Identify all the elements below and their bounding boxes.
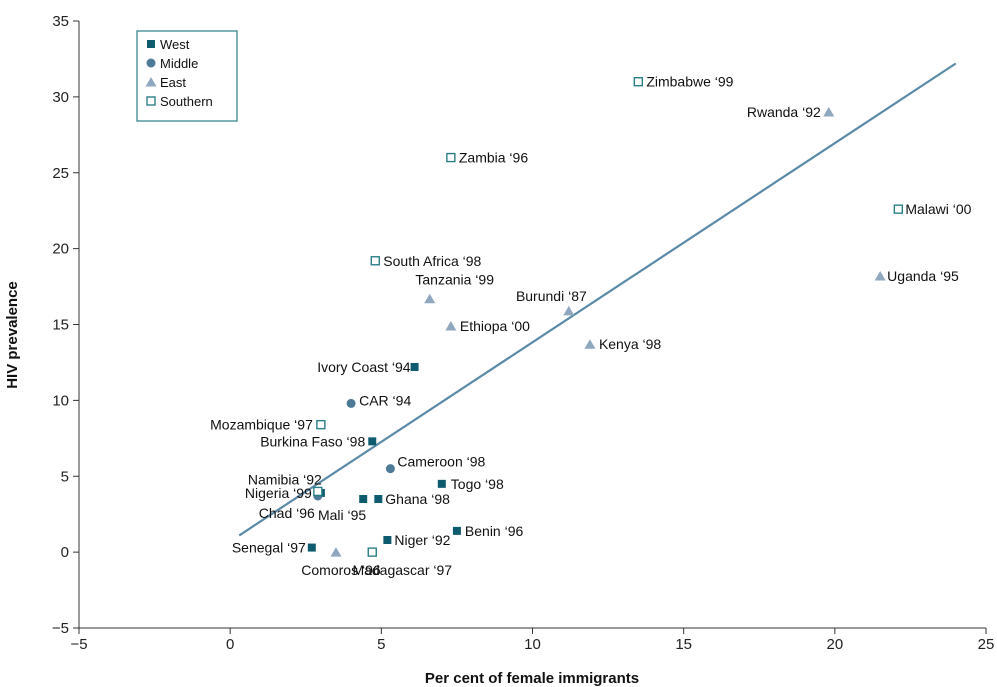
point-label: Rwanda ‘92 [747,104,821,120]
point-label: Comoros ‘96 [301,562,381,578]
data-point-west [410,362,419,371]
point-label: Nigeria ‘99 [245,485,312,501]
data-point-southern [633,76,644,87]
x-axis-title: Per cent of female immigrants [425,670,639,687]
x-tick-label: 10 [524,636,541,653]
legend-label: Middle [160,56,198,71]
point-label: Malawi ‘00 [905,201,971,217]
data-point-east [445,321,457,331]
point-label: Ethiopa ‘00 [460,318,530,334]
y-tick-label: 0 [61,544,69,561]
point-label: Kenya ‘98 [599,336,661,352]
point-label: Benin ‘96 [465,523,524,539]
data-point-southern [370,256,380,266]
y-tick-label: −5 [52,620,69,637]
point-label: Senegal ‘97 [232,540,306,556]
data-point-middle [385,464,395,474]
point-label: Cameroon ‘98 [397,454,485,470]
legend-marker-west [147,40,155,48]
x-tick-label: 15 [675,636,692,653]
point-label: Chad ‘96 [259,505,315,521]
legend-label: East [160,75,186,90]
data-point-southern [446,152,456,163]
point-label: Tanzania ‘99 [415,272,494,288]
point-label: Mali ‘95 [318,507,366,523]
data-point-west [307,543,316,552]
data-point-middle [346,398,356,408]
data-point-east [330,547,342,557]
point-label: South Africa ‘98 [383,253,481,269]
point-label: Togo ‘98 [451,476,504,492]
y-tick-label: 5 [61,468,69,485]
x-tick-label: 25 [978,636,995,653]
point-label: CAR ‘94 [359,392,411,408]
y-tick-label: 30 [52,89,69,106]
y-tick-label: 35 [52,13,69,30]
data-point-east [424,293,436,304]
data-point-east [584,339,596,349]
data-point-west [452,526,461,535]
data-point-southern [313,486,323,497]
point-label: Uganda ‘95 [887,268,959,284]
trend-line [238,62,957,537]
data-point-west [383,535,392,544]
legend-marker-middle [146,58,156,68]
legend-marker-southern [146,96,156,106]
legend-marker-east [145,77,157,87]
data-point-southern [893,204,904,214]
data-point-east [563,305,575,316]
data-point-west [374,495,383,504]
legend-label: Southern [160,94,213,109]
point-label: Burkina Faso ‘98 [260,433,365,449]
point-label: Zambia ‘96 [459,150,528,166]
point-label: Ivory Coast ‘94 [317,359,411,375]
y-tick-label: 25 [52,165,69,182]
point-label: Ghana ‘98 [385,491,450,507]
point-label: Madagascar ‘97 [352,562,452,578]
data-point-southern [367,547,377,557]
y-axis-title: HIV prevalence [4,281,21,389]
point-label: Zimbabwe ‘99 [646,74,733,90]
y-tick-label: 20 [52,241,69,258]
data-point-east [823,107,835,117]
data-point-southern [316,419,326,430]
point-label: Mozambique ‘97 [210,417,313,433]
point-label: Namibia ‘92 [248,471,322,487]
x-tick-label: 20 [826,636,843,653]
legend-label: West [160,37,190,52]
data-point-west [368,437,377,446]
y-tick-label: 10 [52,392,69,409]
x-tick-label: 0 [226,636,234,653]
y-tick-label: 15 [52,317,69,334]
point-label: Burundi ‘87 [516,288,587,304]
data-point-west [437,479,446,488]
point-label: Niger ‘92 [394,532,450,548]
x-tick-label: 5 [377,636,385,653]
x-tick-label: −5 [70,636,87,653]
data-point-west [359,495,368,504]
data-point-east [874,270,886,281]
